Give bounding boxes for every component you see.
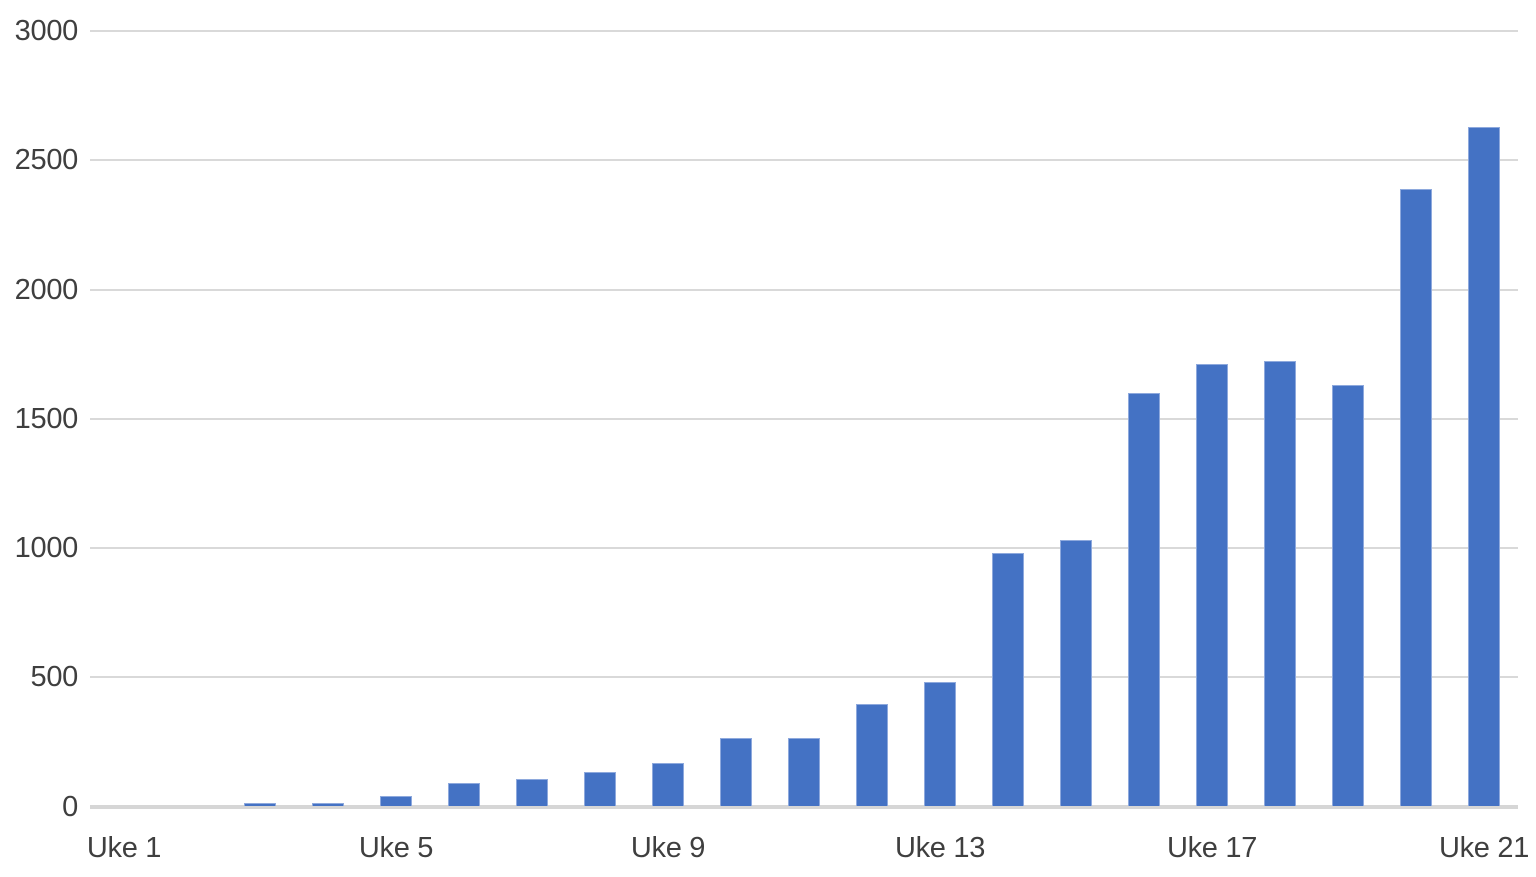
x-tick-label: Uke 13 (894, 832, 986, 864)
bar-uke-4 (312, 802, 344, 807)
bar-uke-18 (1264, 360, 1296, 807)
x-tick-label: Uke 17 (1166, 832, 1258, 864)
y-tick-label: 2000 (14, 273, 79, 306)
y-tick-label: 2500 (14, 144, 79, 177)
bar-uke-8 (584, 771, 616, 807)
x-tick-label: Uke 9 (630, 832, 706, 864)
gridline (90, 547, 1518, 549)
gridline (90, 417, 1518, 420)
x-tick-label: Uke 21 (1438, 832, 1530, 864)
bar-uke-6 (448, 783, 480, 807)
bar-uke-17 (1196, 364, 1228, 807)
y-tick-label: 3000 (14, 15, 79, 47)
x-tick-label: Uke 1 (86, 832, 162, 864)
bar-uke-10 (720, 737, 752, 807)
x-axis-line (90, 804, 1518, 809)
bar-uke-5 (380, 796, 412, 807)
bar-uke-16 (1128, 392, 1160, 807)
y-tick-label: 1000 (14, 532, 79, 564)
bar-uke-7 (516, 779, 548, 807)
bar-uke-21 (1468, 126, 1500, 807)
bar-uke-11 (788, 737, 820, 807)
gridline (90, 30, 1518, 32)
y-tick-label: 1500 (14, 402, 79, 435)
bar-uke-19 (1332, 385, 1364, 807)
bar-uke-3 (244, 802, 276, 807)
bar-uke-14 (992, 553, 1024, 807)
gridline (90, 288, 1518, 291)
x-tick-label: Uke 5 (358, 832, 434, 864)
y-tick-label: 0 (62, 790, 78, 823)
bar-uke-20 (1400, 188, 1432, 807)
gridline (90, 159, 1518, 162)
bar-uke-15 (1060, 540, 1092, 807)
bar-uke-13 (924, 682, 956, 807)
bar-uke-9 (652, 762, 684, 807)
bar-uke-12 (856, 704, 888, 807)
y-tick-label: 500 (30, 661, 79, 694)
gridline (90, 676, 1518, 679)
